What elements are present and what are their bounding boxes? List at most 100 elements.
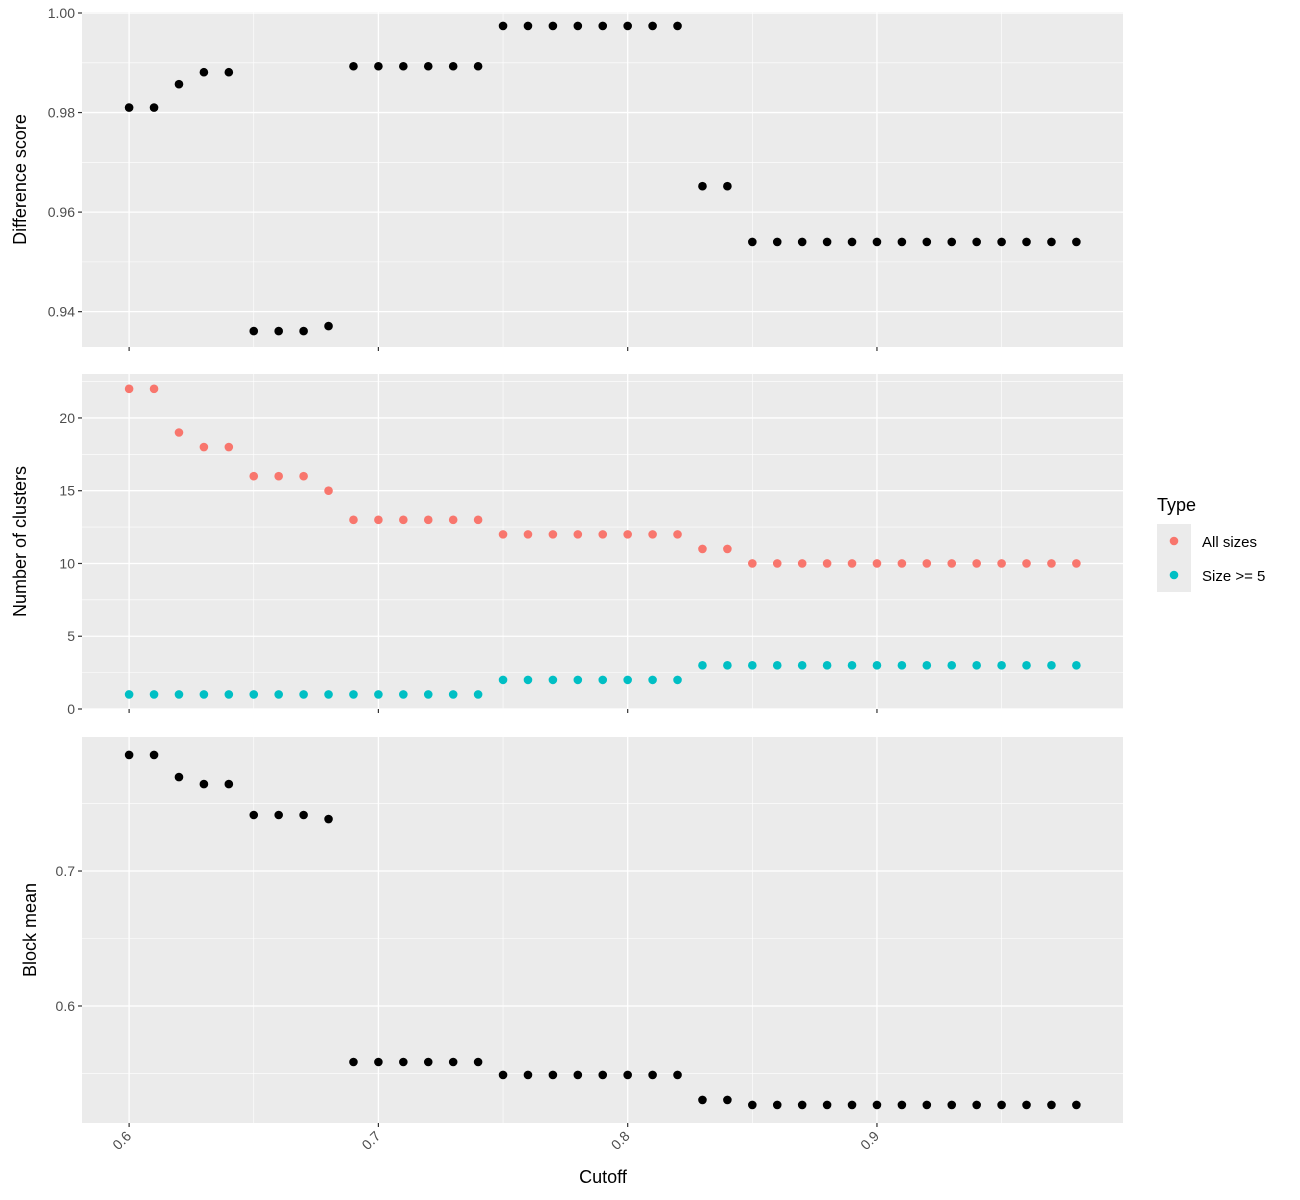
- legend-key-size-ge-5: [1169, 570, 1179, 580]
- data-point: [822, 237, 832, 247]
- x-axis-title: Cutoff: [579, 1167, 628, 1187]
- data-point: [299, 810, 308, 820]
- data-point: [448, 690, 458, 699]
- data-point: [174, 690, 184, 699]
- data-point: [797, 661, 807, 670]
- data-point: [1047, 559, 1056, 568]
- data-point: [423, 1057, 433, 1067]
- legend-label-all-sizes: All sizes: [1202, 534, 1257, 551]
- data-point: [149, 690, 159, 699]
- y-tick-label: 20: [59, 410, 75, 426]
- x-tick-label: 0.6: [109, 1128, 134, 1153]
- y-tick-label: 0.6: [56, 998, 76, 1014]
- data-point: [324, 690, 333, 699]
- data-point: [723, 661, 732, 670]
- y-tick-label: 0.94: [48, 304, 75, 320]
- data-point: [174, 79, 184, 89]
- panel-background: [82, 12, 1123, 347]
- data-point: [772, 1100, 782, 1110]
- data-point: [673, 530, 682, 539]
- data-point: [349, 1057, 358, 1067]
- data-point: [324, 321, 333, 331]
- data-point: [698, 1095, 707, 1105]
- data-point: [423, 61, 433, 71]
- data-point: [847, 559, 857, 568]
- legend-key-all-sizes: [1169, 536, 1179, 546]
- data-point: [124, 384, 134, 394]
- data-point: [772, 237, 782, 247]
- data-point: [374, 61, 383, 71]
- data-point: [648, 675, 657, 685]
- data-point: [872, 661, 882, 670]
- data-point: [548, 21, 558, 31]
- data-point: [274, 810, 283, 820]
- data-point: [349, 61, 358, 71]
- data-point: [498, 1070, 508, 1080]
- panel-background: [82, 374, 1123, 709]
- data-point: [997, 1100, 1006, 1110]
- data-point: [399, 61, 408, 71]
- data-point: [822, 559, 832, 568]
- data-point: [423, 515, 433, 525]
- data-point: [1022, 559, 1031, 568]
- data-point: [224, 442, 234, 452]
- data-point: [374, 1057, 383, 1067]
- data-point: [1072, 1100, 1081, 1110]
- data-point: [399, 690, 408, 699]
- data-point: [797, 237, 807, 247]
- data-point: [473, 1057, 483, 1067]
- legend-title: Type: [1157, 495, 1196, 515]
- data-point: [748, 661, 757, 670]
- data-point: [199, 67, 209, 77]
- y-tick-label: 0.7: [56, 863, 76, 879]
- data-point: [349, 690, 358, 699]
- data-point: [374, 515, 383, 525]
- panel-background: [82, 737, 1123, 1123]
- data-point: [997, 661, 1006, 670]
- data-point: [399, 1057, 408, 1067]
- data-point: [623, 530, 632, 539]
- data-point: [149, 750, 159, 760]
- data-point: [199, 779, 209, 789]
- data-point: [573, 675, 583, 685]
- panel-2: 0 5 10 15 20 Number of clusters: [10, 374, 1123, 717]
- data-point: [299, 471, 308, 481]
- data-point: [399, 515, 408, 525]
- data-point: [149, 103, 159, 112]
- data-point: [772, 559, 782, 568]
- data-point: [274, 690, 283, 699]
- legend-label-size-ge-5: Size >= 5: [1202, 568, 1265, 585]
- data-point: [598, 530, 608, 539]
- y-axis-title: Block mean: [20, 883, 40, 977]
- data-point: [1072, 237, 1081, 247]
- data-point: [523, 21, 533, 31]
- data-point: [648, 21, 657, 31]
- data-point: [1022, 1100, 1031, 1110]
- data-point: [1047, 1100, 1056, 1110]
- data-point: [324, 486, 333, 496]
- x-tick-label: 0.9: [857, 1128, 882, 1153]
- data-point: [1072, 661, 1081, 670]
- data-point: [972, 1100, 981, 1110]
- y-axis-title: Number of clusters: [10, 466, 30, 617]
- y-tick-label: 0: [67, 701, 75, 717]
- data-point: [174, 428, 184, 437]
- data-point: [473, 515, 483, 525]
- data-point: [648, 530, 657, 539]
- data-point: [573, 21, 583, 31]
- data-point: [1022, 237, 1031, 247]
- data-point: [997, 559, 1006, 568]
- data-point: [548, 530, 558, 539]
- data-point: [623, 1070, 632, 1080]
- data-point: [772, 661, 782, 670]
- data-point: [623, 675, 632, 685]
- data-point: [249, 326, 259, 336]
- data-point: [249, 471, 259, 481]
- data-point: [573, 1070, 583, 1080]
- data-point: [822, 661, 832, 670]
- data-point: [797, 1100, 807, 1110]
- data-point: [274, 471, 283, 481]
- data-point: [573, 530, 583, 539]
- data-point: [972, 237, 981, 247]
- y-tick-label: 5: [67, 628, 75, 644]
